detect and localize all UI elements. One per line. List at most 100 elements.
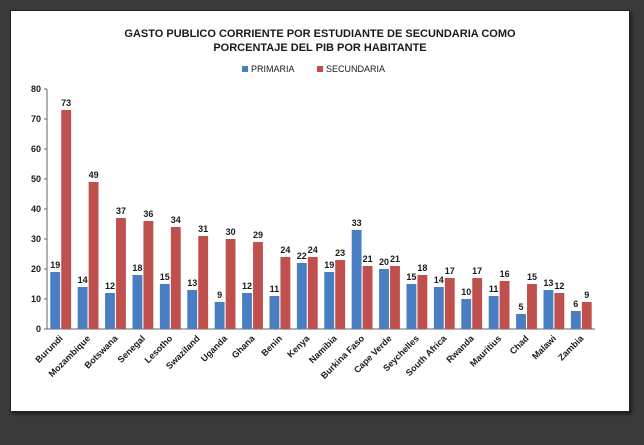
bar-secundaria	[527, 284, 537, 329]
y-tick-label: 10	[31, 294, 41, 304]
y-tick-label: 60	[31, 144, 41, 154]
bar-secundaria	[581, 302, 592, 329]
data-label-primaria: 10	[461, 287, 471, 297]
data-label-primaria: 20	[379, 257, 389, 267]
bar-primaria	[324, 272, 335, 329]
category-label: Malawi	[530, 333, 558, 361]
chart-title-line-2: PORCENTAJE DEL PIB POR HABITANTE	[213, 42, 426, 54]
bar-secundaria	[362, 266, 373, 329]
data-label-primaria: 12	[242, 281, 252, 291]
data-label-secundaria: 21	[390, 254, 400, 264]
data-label-secundaria: 17	[472, 266, 482, 276]
data-label-primaria: 5	[519, 302, 524, 312]
bar-primaria	[159, 284, 170, 329]
legend-label-primaria: PRIMARIA	[251, 64, 295, 74]
bar-primaria	[187, 290, 198, 329]
data-label-secundaria: 18	[417, 263, 427, 273]
data-label-primaria: 11	[489, 284, 499, 294]
bar-primaria	[242, 293, 252, 329]
y-tick-label: 30	[31, 234, 41, 244]
y-tick-label: 70	[31, 114, 41, 124]
chart-title-line-1: GASTO PUBLICO CORRIENTE POR ESTUDIANTE D…	[124, 28, 516, 40]
data-label-secundaria: 9	[584, 290, 589, 300]
category-labels-group: BurundiMozambiqueBotswanaSenegalLesothoS…	[33, 333, 586, 381]
bar-secundaria	[116, 218, 126, 329]
category-label: Uganda	[199, 333, 230, 364]
chart-panel: GASTO PUBLICO CORRIENTE POR ESTUDIANTE D…	[10, 10, 630, 412]
data-label-secundaria: 31	[198, 224, 208, 234]
data-label-secundaria: 15	[527, 272, 537, 282]
y-tick-label: 80	[31, 84, 41, 94]
bar-primaria	[269, 296, 280, 329]
data-label-secundaria: 17	[445, 266, 455, 276]
bar-secundaria	[225, 239, 236, 329]
y-tick-label: 40	[31, 204, 41, 214]
bar-secundaria	[280, 257, 291, 329]
y-tick-label: 20	[31, 264, 41, 274]
data-label-primaria: 13	[187, 278, 197, 288]
bar-secundaria	[335, 260, 346, 329]
data-label-primaria: 19	[50, 260, 60, 270]
data-label-primaria: 15	[406, 272, 416, 282]
bar-secundaria	[253, 242, 263, 329]
bar-secundaria	[170, 227, 181, 329]
bar-primaria	[461, 299, 472, 329]
bar-primaria	[132, 275, 143, 329]
bar-primaria	[50, 272, 61, 329]
data-label-secundaria: 34	[171, 215, 181, 225]
data-label-secundaria: 23	[335, 248, 345, 258]
bar-primaria	[77, 287, 88, 329]
y-tick-label: 50	[31, 174, 41, 184]
data-label-secundaria: 29	[253, 230, 263, 240]
data-label-secundaria: 30	[226, 227, 236, 237]
bar-primaria	[105, 293, 115, 329]
data-labels-group: 1973144912371836153413319301229112422241…	[50, 98, 589, 312]
bar-secundaria	[390, 266, 400, 329]
data-label-secundaria: 24	[308, 245, 318, 255]
data-label-primaria: 14	[434, 275, 444, 285]
data-label-primaria: 22	[297, 251, 307, 261]
bar-secundaria	[61, 110, 72, 329]
bar-secundaria	[143, 221, 154, 329]
category-label: Zambia	[556, 333, 586, 363]
data-label-secundaria: 36	[143, 209, 153, 219]
data-label-primaria: 15	[160, 272, 170, 282]
data-label-primaria: 18	[132, 263, 142, 273]
bars-group	[50, 110, 592, 329]
bar-primaria	[488, 296, 499, 329]
legend-swatch-primaria	[242, 66, 248, 72]
data-label-secundaria: 12	[554, 281, 564, 291]
category-label: Benin	[259, 333, 284, 358]
legend-swatch-secundaria	[317, 66, 323, 72]
data-label-secundaria: 73	[61, 98, 71, 108]
legend-label-secundaria: SECUNDARIA	[326, 64, 385, 74]
bar-secundaria	[417, 275, 428, 329]
category-label: Senegal	[116, 333, 147, 364]
data-label-secundaria: 49	[89, 170, 99, 180]
data-label-primaria: 13	[543, 278, 553, 288]
data-label-secundaria: 16	[500, 269, 510, 279]
bar-secundaria	[499, 281, 510, 329]
category-label: Chad	[508, 333, 531, 356]
data-label-primaria: 19	[324, 260, 334, 270]
data-label-secundaria: 37	[116, 206, 126, 216]
bar-primaria	[379, 269, 389, 329]
data-label-primaria: 12	[105, 281, 115, 291]
bar-primaria	[406, 284, 417, 329]
bar-secundaria	[88, 182, 99, 329]
bar-secundaria	[472, 278, 483, 329]
category-label: Ghana	[230, 333, 258, 361]
data-label-primaria: 14	[78, 275, 88, 285]
bar-secundaria	[307, 257, 318, 329]
bar-primaria	[214, 302, 225, 329]
bar-primaria	[351, 230, 362, 329]
y-tick-label: 0	[36, 324, 41, 334]
bar-primaria	[570, 311, 581, 329]
bar-primaria	[543, 290, 554, 329]
data-label-primaria: 9	[217, 290, 222, 300]
category-label: Kenya	[285, 333, 312, 360]
data-label-secundaria: 21	[363, 254, 373, 264]
bar-chart: GASTO PUBLICO CORRIENTE POR ESTUDIANTE D…	[31, 28, 595, 381]
data-label-primaria: 11	[270, 284, 280, 294]
